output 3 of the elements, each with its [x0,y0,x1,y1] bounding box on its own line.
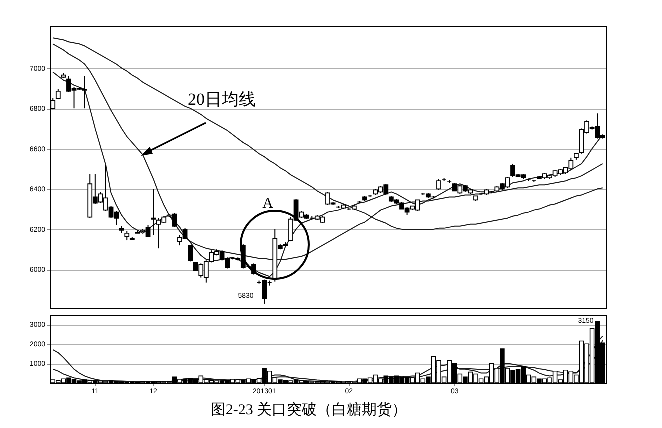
text: 图2-23 关口突破（白糖期货） [210,402,408,418]
annotation: 20日均线 [188,90,256,109]
annotation: A [262,196,274,212]
